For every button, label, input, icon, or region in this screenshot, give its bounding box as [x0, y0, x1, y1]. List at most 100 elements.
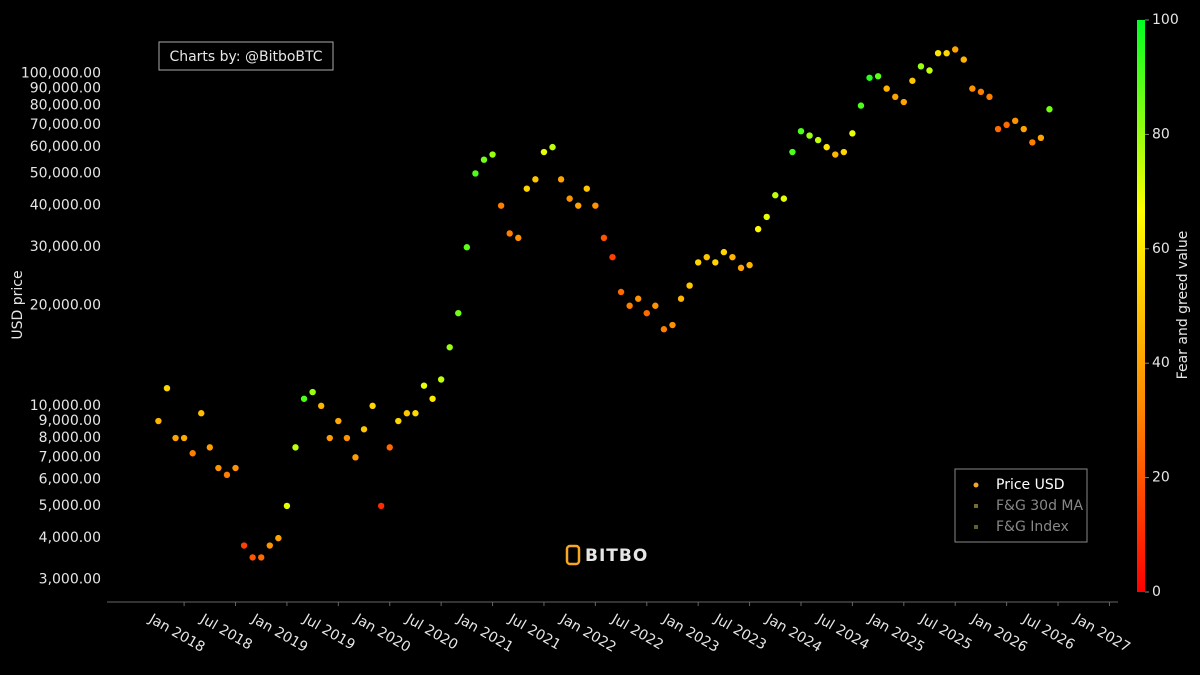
data-point: [463, 244, 471, 251]
data-point: [737, 264, 745, 272]
data-point: [583, 185, 590, 192]
annotation-box: [158, 41, 334, 71]
y-tick-label: 6,000.00: [39, 472, 101, 488]
y-tick-label: 40,000.00: [30, 198, 101, 214]
data-point: [198, 410, 205, 417]
data-point: [506, 230, 513, 237]
data-point: [386, 444, 393, 451]
y-tick-label: 70,000.00: [30, 117, 101, 133]
data-point: [969, 85, 976, 92]
data-point: [977, 88, 985, 96]
data-point: [635, 295, 642, 302]
legend-label: F&G Index: [996, 519, 1069, 535]
legend-marker: [974, 504, 978, 508]
data-point: [258, 554, 265, 561]
y-tick-label: 80,000.00: [30, 98, 101, 114]
data-point: [172, 434, 179, 442]
data-point: [523, 185, 531, 192]
data-point: [643, 309, 650, 317]
data-point: [883, 85, 890, 92]
data-point: [1011, 117, 1019, 125]
y-tick-label: 90,000.00: [30, 81, 101, 97]
colorbar: [1137, 20, 1145, 592]
data-point: [1029, 139, 1036, 146]
data-point: [232, 464, 239, 472]
data-point: [223, 471, 231, 479]
data-point: [155, 417, 162, 425]
colorbar-tick-label: 60: [1152, 241, 1170, 257]
data-point: [652, 302, 659, 309]
data-point: [754, 225, 762, 233]
data-point: [660, 326, 668, 333]
data-point: [840, 148, 848, 156]
y-tick-label: 30,000.00: [30, 239, 101, 255]
data-point: [763, 213, 770, 221]
data-point: [1046, 106, 1053, 113]
data-point: [352, 454, 359, 461]
data-point: [1037, 134, 1045, 142]
y-tick-label: 3,000.00: [39, 572, 101, 588]
colorbar-tick-label: 40: [1152, 355, 1170, 371]
data-point: [600, 234, 608, 242]
y-tick-label: 9,000.00: [39, 413, 101, 429]
data-point: [772, 192, 779, 199]
data-point: [934, 49, 942, 57]
data-point: [780, 195, 788, 202]
data-point: [300, 395, 308, 402]
y-tick-label: 100,000.00: [21, 65, 101, 81]
data-point: [926, 67, 933, 74]
legend-label: Price USD: [996, 477, 1065, 493]
data-point: [694, 259, 702, 266]
y-tick-label: 8,000.00: [39, 430, 101, 446]
colorbar-tick-label: 100: [1152, 12, 1179, 28]
data-point: [909, 77, 916, 84]
data-point: [283, 502, 291, 510]
data-point: [746, 261, 753, 269]
data-point: [515, 234, 522, 242]
y-tick-label: 7,000.00: [39, 449, 101, 465]
data-point: [866, 74, 873, 81]
data-point: [617, 288, 625, 296]
data-point: [626, 302, 633, 309]
data-point: [566, 195, 573, 202]
data-point: [489, 151, 496, 158]
data-point: [712, 259, 719, 266]
y-axis-label: USD price: [10, 270, 26, 339]
data-point: [874, 73, 882, 80]
data-point: [420, 382, 428, 389]
data-point: [377, 502, 385, 510]
data-point: [849, 130, 856, 137]
data-point: [900, 98, 908, 106]
data-point: [335, 417, 342, 425]
data-point: [360, 426, 368, 433]
data-point: [206, 444, 214, 451]
data-point: [266, 542, 273, 549]
data-point: [163, 384, 171, 392]
data-point: [917, 63, 925, 70]
data-point: [1020, 125, 1027, 133]
data-point: [832, 151, 839, 158]
data-point: [497, 202, 505, 209]
data-point: [952, 46, 959, 53]
data-point: [215, 464, 222, 472]
data-point: [994, 125, 1002, 133]
data-point: [403, 410, 411, 417]
data-point: [369, 402, 376, 410]
data-point: [480, 156, 488, 163]
data-point: [986, 93, 993, 101]
annotation: Charts by: @BitboBTC: [169, 49, 322, 65]
data-point: [720, 248, 728, 256]
logo: BITBO: [565, 544, 647, 566]
y-tick-label: 20,000.00: [30, 298, 101, 314]
data-point: [797, 127, 805, 135]
data-point: [677, 295, 685, 302]
data-point: [455, 309, 462, 317]
data-point: [326, 434, 333, 442]
data-point: [429, 395, 436, 402]
data-point: [437, 376, 445, 383]
data-point: [609, 253, 616, 261]
data-point: [540, 148, 548, 156]
y-tick-label: 5,000.00: [39, 498, 101, 514]
data-point: [1003, 121, 1010, 129]
